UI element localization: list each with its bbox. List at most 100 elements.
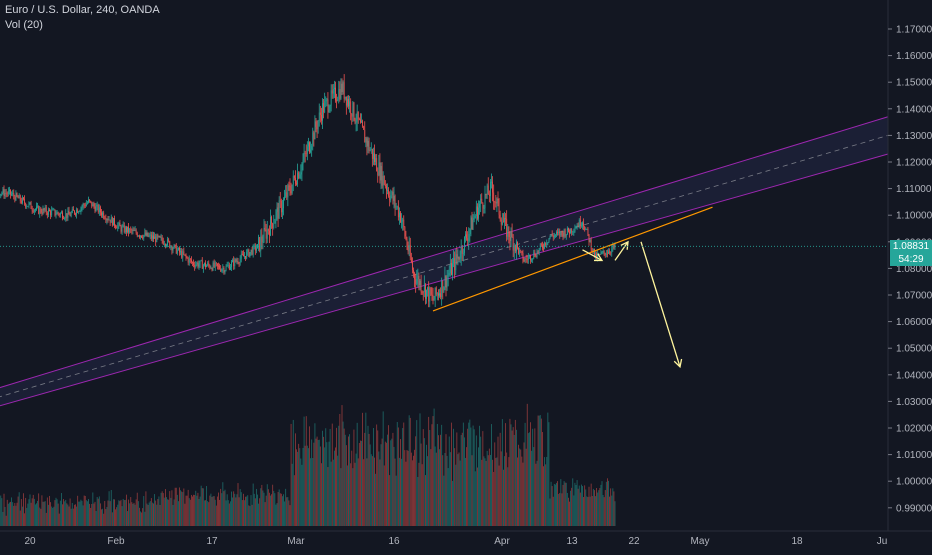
- volume-bar: [0, 496, 1, 526]
- price-axis-label: 1.10000: [896, 211, 932, 222]
- candle-body: [164, 244, 165, 245]
- volume-bar: [591, 484, 592, 526]
- volume-bar: [70, 499, 71, 526]
- volume-bar: [535, 464, 536, 526]
- volume-bar: [494, 442, 495, 526]
- volume-bar: [486, 461, 487, 526]
- volume-bar: [311, 439, 312, 526]
- candle-body: [408, 247, 409, 252]
- candle-body: [432, 295, 433, 296]
- volume-bar: [101, 509, 102, 526]
- candle-body: [532, 258, 533, 259]
- volume-bar: [196, 496, 197, 526]
- volume-bar: [466, 447, 467, 526]
- volume-bar: [594, 490, 595, 526]
- channel-fill[interactable]: [0, 117, 888, 436]
- candle-body: [108, 219, 109, 220]
- time-axis-label: 18: [791, 536, 803, 547]
- volume-bar: [372, 456, 373, 526]
- price-axis-label: 1.05000: [896, 344, 932, 355]
- volume-bar: [501, 451, 502, 526]
- candle-body: [46, 207, 47, 213]
- candle-body: [69, 211, 70, 215]
- candle-body: [429, 288, 430, 302]
- volume-bar: [171, 490, 172, 526]
- volume-bar: [162, 491, 163, 526]
- volume-bar: [290, 505, 291, 526]
- candle-body: [484, 208, 485, 209]
- volume-bar: [334, 451, 335, 526]
- volume-bar: [423, 429, 424, 526]
- volume-bar: [487, 451, 488, 526]
- candle-body: [435, 288, 436, 300]
- candle-body: [55, 209, 56, 215]
- volume-bar: [359, 443, 360, 526]
- volume-bar: [399, 458, 400, 526]
- volume-bar: [256, 489, 257, 526]
- volume-bar: [365, 413, 366, 526]
- volume-bar: [227, 494, 228, 526]
- volume-bar: [390, 440, 391, 526]
- candle-body: [552, 234, 553, 235]
- candle-body: [221, 269, 222, 271]
- volume-bar: [163, 493, 164, 526]
- volume-bar: [500, 433, 501, 526]
- volume-bar: [26, 508, 27, 526]
- symbol-title[interactable]: Euro / U.S. Dollar, 240, OANDA: [5, 3, 160, 18]
- volume-bar: [87, 501, 88, 526]
- volume-bar: [181, 491, 182, 526]
- candle-body: [599, 254, 600, 255]
- candle-body: [531, 260, 532, 261]
- volume-bar: [182, 492, 183, 526]
- volume-bar: [532, 429, 533, 526]
- price-axis-label: 1.02000: [896, 424, 932, 435]
- volume-indicator-title[interactable]: Vol (20): [5, 18, 160, 33]
- volume-bar: [392, 433, 393, 526]
- candle-body: [497, 199, 498, 204]
- volume-bar: [83, 505, 84, 526]
- candle-body: [188, 258, 189, 263]
- volume-bar: [394, 447, 395, 526]
- volume-bar: [74, 505, 75, 526]
- candle-body: [500, 215, 501, 220]
- candle-body: [94, 204, 95, 207]
- ascending-channel-drawing[interactable]: [0, 117, 888, 436]
- candle-body: [226, 266, 227, 270]
- candle-body: [410, 245, 411, 257]
- volume-bar: [610, 488, 611, 526]
- candle-body: [388, 190, 389, 196]
- volume-bar: [314, 423, 315, 526]
- volume-bar: [246, 496, 247, 526]
- volume-bar: [190, 500, 191, 526]
- volume-bar: [8, 504, 9, 526]
- candle-body: [153, 236, 154, 239]
- volume-bar: [33, 495, 34, 526]
- candle-body: [556, 232, 557, 235]
- candle-body: [319, 113, 320, 121]
- candle-body: [99, 207, 100, 212]
- candle-body: [195, 264, 196, 266]
- projection-arrow-head[interactable]: [621, 242, 628, 250]
- candle-body: [56, 214, 57, 215]
- candle-body: [316, 121, 317, 126]
- volume-bar: [485, 458, 486, 526]
- volume-bar: [316, 439, 317, 526]
- candle-body: [118, 223, 119, 225]
- volume-bar: [52, 508, 53, 526]
- volume-bar: [606, 482, 607, 526]
- volume-bar: [609, 497, 610, 526]
- channel-lower-line[interactable]: [0, 154, 888, 436]
- candle-body: [398, 206, 399, 217]
- candle-body: [211, 268, 212, 269]
- volume-bar: [40, 509, 41, 526]
- candle-body: [476, 206, 477, 216]
- volume-bar: [474, 429, 475, 526]
- candle-body: [551, 234, 552, 236]
- volume-bar: [169, 491, 170, 526]
- volume-bar: [565, 483, 566, 526]
- volume-bar: [611, 496, 612, 526]
- volume-bar: [53, 507, 54, 526]
- projection-arrow-shaft[interactable]: [641, 242, 680, 367]
